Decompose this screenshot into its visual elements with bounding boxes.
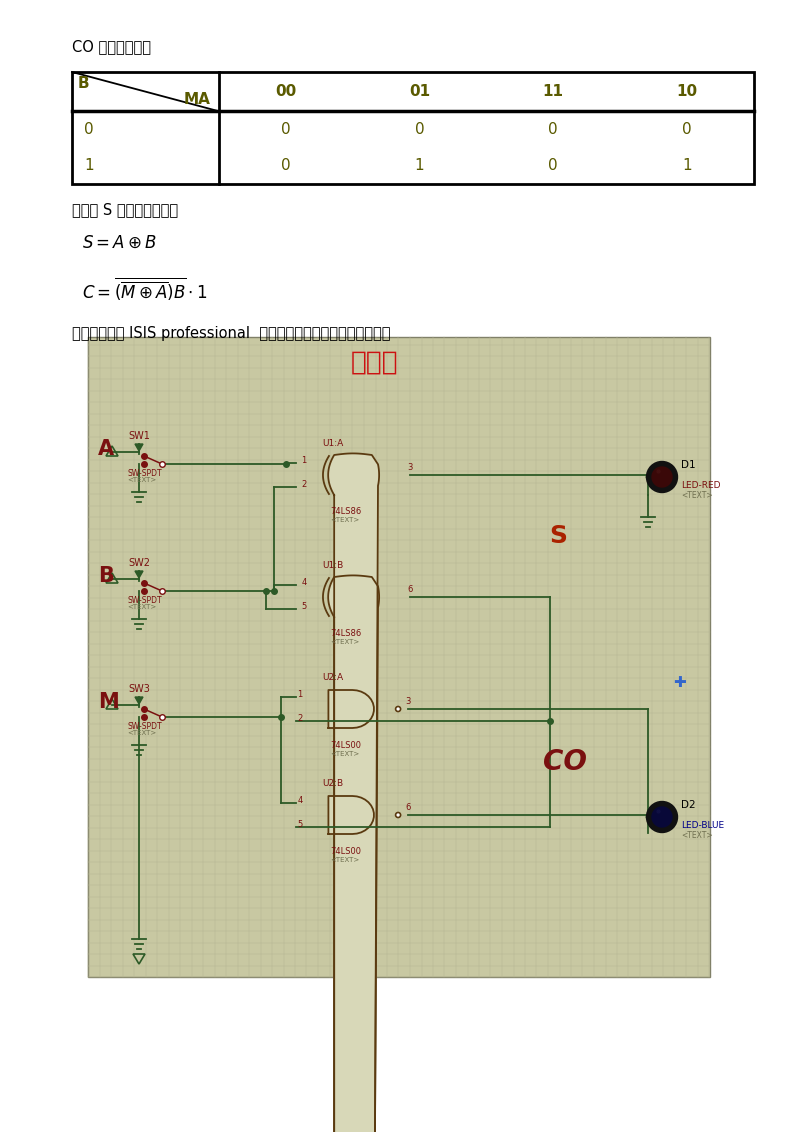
Text: CO 的卡诺图为：: CO 的卡诺图为： [72, 38, 151, 54]
Text: SW-SPDT: SW-SPDT [127, 469, 162, 478]
Text: 01: 01 [409, 84, 430, 100]
Text: 74LS86: 74LS86 [330, 507, 362, 516]
Text: 3: 3 [406, 697, 410, 706]
Text: 4: 4 [302, 578, 306, 588]
Text: 00: 00 [275, 84, 296, 100]
Polygon shape [328, 691, 374, 728]
Text: <TEXT>: <TEXT> [127, 604, 156, 610]
Text: 2: 2 [302, 480, 306, 489]
Text: 3: 3 [407, 463, 413, 472]
Text: <TEXT>: <TEXT> [330, 638, 359, 645]
Polygon shape [328, 454, 379, 1132]
Circle shape [652, 807, 672, 827]
Text: 74LS86: 74LS86 [330, 629, 362, 638]
Text: LED-RED: LED-RED [681, 481, 721, 490]
Text: U1:B: U1:B [322, 561, 343, 571]
Text: 0: 0 [682, 122, 692, 137]
Text: 6: 6 [406, 803, 410, 812]
Bar [72, 72, 754, 185]
Text: MA: MA [184, 92, 210, 108]
Text: 1: 1 [298, 691, 302, 698]
Text: 1: 1 [414, 158, 424, 173]
Text: 推出其 S 逻辑表达式为：: 推出其 S 逻辑表达式为： [72, 201, 178, 217]
Text: 2: 2 [298, 714, 302, 723]
Text: 0: 0 [414, 122, 424, 137]
Text: <TEXT>: <TEXT> [681, 491, 713, 500]
Text: 1: 1 [84, 158, 94, 173]
Text: U1:A: U1:A [322, 439, 343, 448]
Polygon shape [135, 571, 143, 578]
Text: 11: 11 [542, 84, 564, 100]
Polygon shape [328, 575, 379, 1132]
Circle shape [396, 813, 401, 817]
Text: <TEXT>: <TEXT> [330, 517, 359, 523]
Text: 0: 0 [549, 158, 558, 173]
Text: <TEXT>: <TEXT> [330, 857, 359, 863]
Circle shape [396, 706, 401, 712]
Text: SW1: SW1 [128, 431, 150, 441]
Text: U2:A: U2:A [322, 674, 343, 681]
Text: SW-SPDT: SW-SPDT [127, 597, 162, 604]
Text: SW2: SW2 [128, 558, 150, 568]
Text: 0: 0 [281, 122, 290, 137]
Text: $C = \overline{(\overline{M \oplus A})B} \cdot 1$: $C = \overline{(\overline{M \oplus A})B}… [82, 276, 207, 303]
Text: 74LS00: 74LS00 [330, 741, 361, 751]
Text: 实验结果：由 ISIS professional  软件仿真其电路的结果如图所示：: 实验结果：由 ISIS professional 软件仿真其电路的结果如图所示： [72, 326, 390, 341]
Text: 10: 10 [677, 84, 698, 100]
Text: 5: 5 [302, 602, 306, 611]
Text: 6: 6 [407, 585, 413, 594]
Text: SW-SPDT: SW-SPDT [127, 722, 162, 731]
Circle shape [652, 468, 672, 487]
Text: M: M [98, 692, 118, 712]
Text: 1: 1 [682, 158, 692, 173]
Text: 5: 5 [298, 820, 302, 829]
Text: 0: 0 [281, 158, 290, 173]
Text: 0: 0 [549, 122, 558, 137]
Polygon shape [135, 697, 143, 704]
Text: B: B [98, 566, 114, 586]
Text: S: S [549, 524, 567, 548]
Text: 1: 1 [302, 456, 306, 465]
Text: SW3: SW3 [128, 684, 150, 694]
Text: B: B [78, 76, 90, 91]
Text: 0: 0 [84, 122, 94, 137]
Text: 4: 4 [298, 796, 302, 805]
Text: ✚: ✚ [674, 675, 686, 691]
Circle shape [646, 801, 678, 832]
Text: CO: CO [543, 748, 587, 777]
Text: U2:B: U2:B [322, 779, 343, 788]
Text: D1: D1 [681, 460, 696, 470]
Text: <TEXT>: <TEXT> [127, 477, 156, 483]
Polygon shape [135, 444, 143, 451]
Text: <TEXT>: <TEXT> [681, 831, 713, 840]
Circle shape [646, 462, 678, 492]
Text: A: A [98, 439, 114, 458]
Text: $S = A \oplus B$: $S = A \oplus B$ [82, 234, 157, 252]
Text: D2: D2 [681, 800, 696, 811]
Polygon shape [328, 796, 374, 834]
Bar [88, 337, 710, 977]
Text: 74LS00: 74LS00 [330, 847, 361, 856]
Text: 半加器: 半加器 [350, 350, 398, 376]
Text: LED-BLUE: LED-BLUE [681, 821, 724, 830]
Text: <TEXT>: <TEXT> [330, 751, 359, 757]
Text: <TEXT>: <TEXT> [127, 730, 156, 736]
